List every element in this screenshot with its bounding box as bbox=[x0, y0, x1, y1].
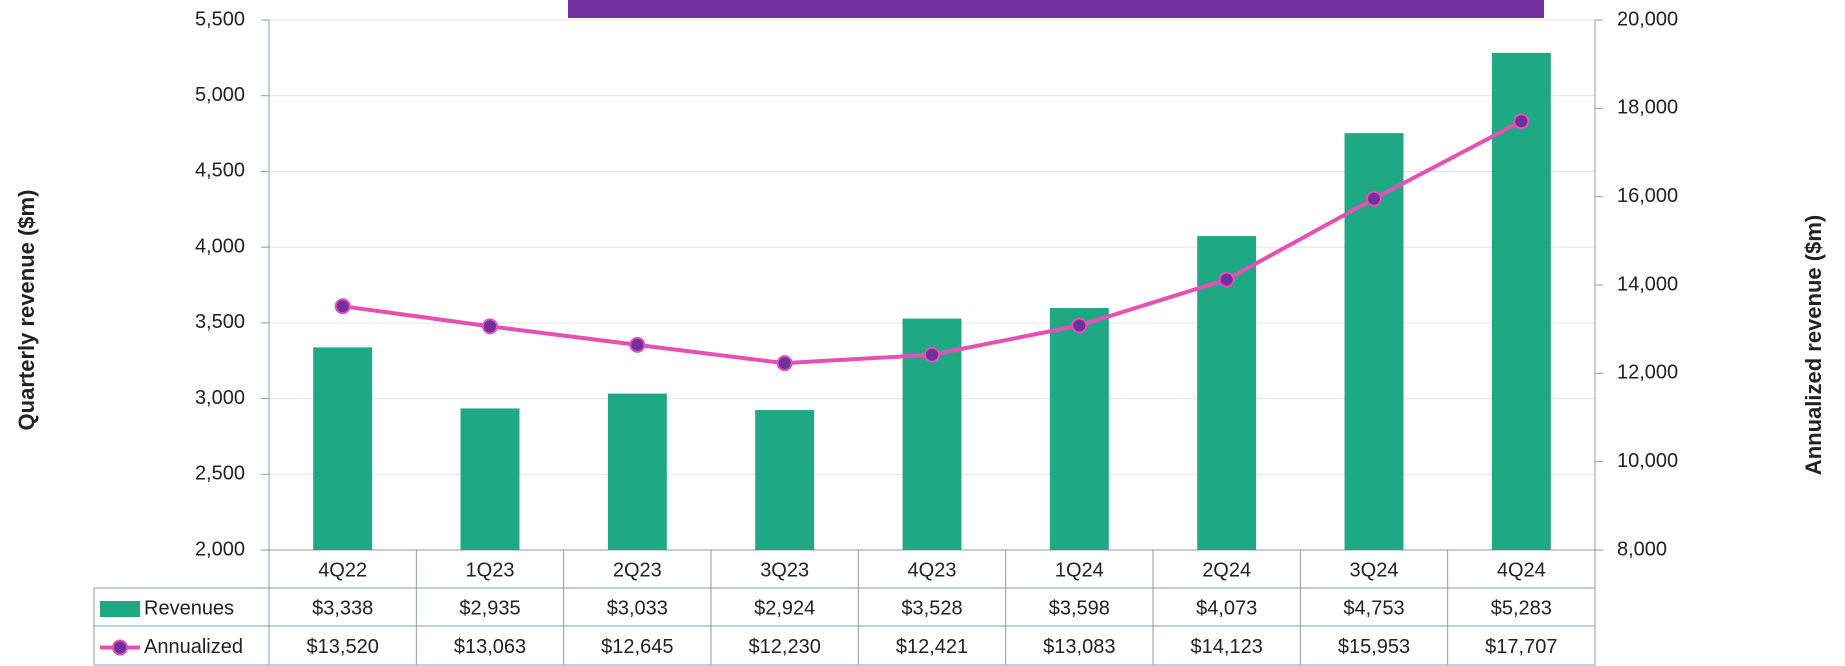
y2-tick-label: 14,000 bbox=[1617, 273, 1678, 295]
y2-axis-title: Annualized revenue ($m) bbox=[1801, 215, 1826, 475]
bar bbox=[1197, 236, 1257, 551]
legend-swatch bbox=[100, 601, 140, 617]
banner bbox=[568, 0, 1544, 18]
y-tick-label: 5,500 bbox=[195, 8, 245, 30]
marker bbox=[1513, 113, 1530, 130]
value-label: $14,123 bbox=[1191, 636, 1263, 658]
marker bbox=[1071, 317, 1088, 334]
y2-tick-label: 10,000 bbox=[1617, 450, 1678, 472]
marker bbox=[629, 336, 646, 353]
x-tick-label: 1Q24 bbox=[1055, 559, 1104, 581]
marker bbox=[1218, 271, 1235, 288]
legend-swatch bbox=[112, 639, 128, 656]
value-label: $13,520 bbox=[307, 636, 379, 658]
y2-tick-label: 18,000 bbox=[1617, 97, 1678, 119]
bar bbox=[755, 410, 815, 550]
y-tick-label: 3,500 bbox=[195, 311, 245, 333]
value-label: $13,063 bbox=[454, 636, 526, 658]
bar bbox=[1049, 308, 1109, 550]
value-label: $3,338 bbox=[312, 597, 373, 619]
value-label: $4,073 bbox=[1196, 597, 1257, 619]
value-label: $17,707 bbox=[1485, 636, 1557, 658]
x-tick-label: 2Q23 bbox=[613, 559, 662, 581]
bar bbox=[607, 393, 667, 550]
y-axis-title: Quarterly revenue ($m) bbox=[14, 190, 39, 431]
marker bbox=[482, 318, 498, 335]
value-label: $12,421 bbox=[896, 636, 968, 658]
value-label: $3,598 bbox=[1049, 597, 1110, 619]
value-label: $3,033 bbox=[607, 597, 668, 619]
y-tick-label: 2,000 bbox=[195, 538, 245, 560]
y2-tick-label: 20,000 bbox=[1617, 8, 1678, 30]
x-tick-label: 3Q24 bbox=[1350, 559, 1399, 581]
legend-label: Revenues bbox=[144, 597, 234, 619]
value-label: $2,924 bbox=[754, 597, 815, 619]
value-label: $12,645 bbox=[601, 636, 673, 658]
bar bbox=[460, 408, 520, 550]
x-tick-label: 4Q23 bbox=[908, 559, 957, 581]
marker bbox=[1366, 190, 1382, 207]
y-tick-label: 4,000 bbox=[195, 235, 245, 257]
value-label: $5,283 bbox=[1491, 597, 1552, 619]
value-label: $13,083 bbox=[1043, 636, 1115, 658]
y2-tick-label: 16,000 bbox=[1617, 185, 1678, 207]
bar bbox=[1491, 52, 1551, 551]
x-tick-label: 3Q23 bbox=[760, 559, 809, 581]
marker bbox=[776, 355, 793, 372]
value-label: $3,528 bbox=[901, 597, 962, 619]
value-label: $4,753 bbox=[1343, 597, 1404, 619]
y2-tick-label: 8,000 bbox=[1617, 538, 1667, 560]
y-tick-label: 3,000 bbox=[195, 387, 245, 409]
marker bbox=[334, 298, 351, 315]
value-label: $12,230 bbox=[749, 636, 821, 658]
x-tick-label: 4Q22 bbox=[318, 559, 367, 581]
y-tick-label: 4,500 bbox=[195, 160, 245, 182]
value-label: $15,953 bbox=[1338, 636, 1410, 658]
x-tick-label: 2Q24 bbox=[1202, 559, 1251, 581]
y2-tick-label: 12,000 bbox=[1617, 362, 1678, 384]
x-tick-label: 4Q24 bbox=[1497, 559, 1546, 581]
value-label: $2,935 bbox=[459, 597, 520, 619]
y-tick-label: 5,000 bbox=[195, 84, 245, 106]
y-tick-label: 2,500 bbox=[195, 463, 245, 485]
marker bbox=[924, 346, 940, 363]
x-tick-label: 1Q23 bbox=[466, 559, 515, 581]
bar bbox=[313, 347, 373, 550]
legend-label: Annualized bbox=[144, 636, 243, 658]
